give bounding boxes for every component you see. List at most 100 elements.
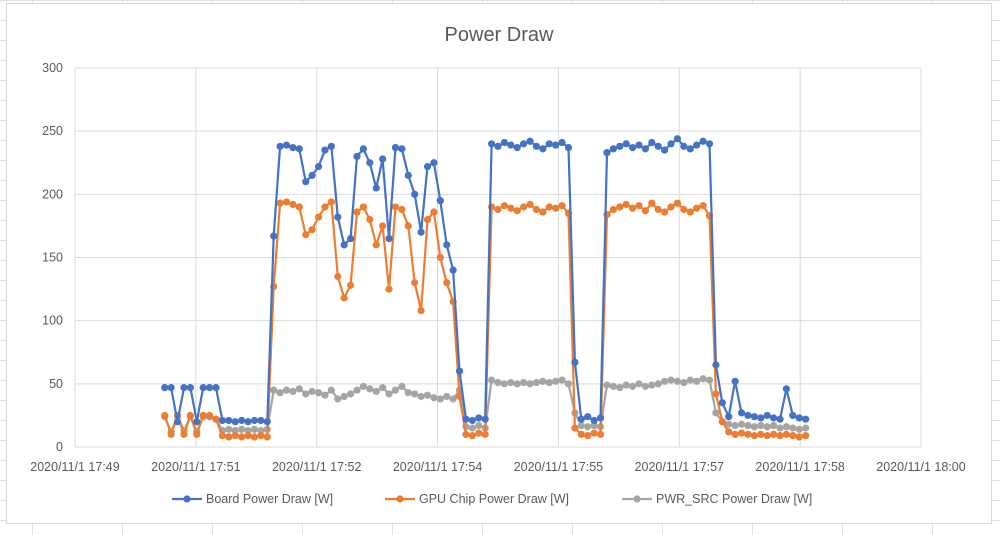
data-point <box>494 205 502 214</box>
data-point <box>244 432 252 440</box>
data-point <box>314 213 323 221</box>
data-point <box>757 421 765 430</box>
data-point <box>238 425 246 433</box>
legend-item-0[interactable]: Board Power Draw [W] <box>172 492 333 506</box>
data-point <box>314 162 323 171</box>
data-point <box>622 140 630 148</box>
data-point <box>449 266 457 274</box>
data-point <box>289 200 297 209</box>
data-point <box>161 411 169 420</box>
data-point <box>539 208 547 216</box>
chart-container[interactable]: Power Draw 0 50 100 150 200 250 300 2020/11/1 … <box>6 3 992 524</box>
data-point <box>564 143 573 152</box>
data-point <box>520 140 528 148</box>
data-point <box>468 416 476 425</box>
data-point <box>693 204 701 212</box>
data-point <box>577 421 585 430</box>
data-point <box>199 411 207 420</box>
data-point <box>289 387 297 396</box>
data-point <box>340 392 348 401</box>
data-point <box>571 424 579 432</box>
data-point <box>276 199 284 207</box>
data-point <box>673 199 682 207</box>
data-point <box>641 382 650 390</box>
data-point <box>552 204 560 212</box>
data-point <box>802 415 810 423</box>
data-point <box>545 378 553 387</box>
data-point <box>507 141 515 149</box>
data-point <box>238 433 246 441</box>
data-point <box>609 382 617 390</box>
data-point <box>186 411 194 420</box>
data-point <box>628 204 637 212</box>
data-point <box>558 202 566 210</box>
data-point <box>276 142 284 150</box>
data-point <box>276 389 284 397</box>
y-tick-label: 50 <box>49 377 63 391</box>
data-point <box>802 424 810 432</box>
data-point <box>616 142 624 150</box>
data-point <box>545 203 553 211</box>
data-point <box>744 411 752 420</box>
y-tick-label: 0 <box>56 440 63 454</box>
data-point <box>564 380 573 388</box>
data-point <box>616 203 624 211</box>
data-point <box>622 200 630 209</box>
data-point <box>635 141 643 149</box>
data-point <box>218 432 227 440</box>
data-point <box>782 423 791 431</box>
data-point <box>398 145 406 153</box>
data-point <box>737 409 746 417</box>
data-point <box>776 415 784 423</box>
data-point <box>346 281 355 289</box>
data-point <box>250 416 259 425</box>
data-point <box>609 205 617 214</box>
data-point <box>423 391 432 399</box>
legend-item-2[interactable]: PWR_SRC Power Draw [W] <box>622 492 812 506</box>
data-point <box>353 152 361 161</box>
legend-item-1[interactable]: GPU Chip Power Draw [W] <box>385 492 569 506</box>
data-point <box>635 380 643 388</box>
data-point <box>744 421 752 430</box>
data-point <box>539 377 547 385</box>
data-point <box>487 140 496 148</box>
data-point <box>686 145 694 153</box>
data-point <box>327 386 335 394</box>
data-point <box>193 418 201 426</box>
data-point <box>782 385 791 393</box>
data-point <box>218 416 227 425</box>
data-point <box>270 386 278 394</box>
data-point <box>205 384 214 392</box>
data-point <box>411 279 419 287</box>
data-point <box>282 141 291 149</box>
y-axis-ticks: 0 50 100 150 200 250 300 <box>42 61 63 454</box>
data-point <box>366 216 374 224</box>
x-tick-label: 2020/11/1 17:54 <box>393 460 482 474</box>
data-point <box>411 190 419 198</box>
x-tick-label: 2020/11/1 17:55 <box>514 460 603 474</box>
data-point <box>757 414 765 422</box>
data-point <box>263 418 271 426</box>
data-point <box>667 376 675 384</box>
x-tick-label: 2020/11/1 18:00 <box>876 460 965 474</box>
x-tick-label: 2020/11/1 17:52 <box>272 460 361 474</box>
data-point <box>430 159 438 167</box>
data-point <box>423 216 432 224</box>
data-point <box>417 228 425 236</box>
data-point <box>353 208 361 216</box>
data-point <box>205 411 214 420</box>
data-point <box>379 384 387 392</box>
data-point <box>744 430 752 438</box>
data-point <box>173 418 182 426</box>
data-point <box>372 387 380 396</box>
data-point <box>705 140 714 148</box>
data-point <box>430 208 438 216</box>
data-point <box>257 432 265 440</box>
data-point <box>532 378 541 387</box>
data-point <box>231 426 239 435</box>
data-point <box>417 306 425 315</box>
data-point <box>308 387 316 396</box>
data-point <box>737 420 746 428</box>
data-point <box>667 203 675 211</box>
data-point <box>411 390 419 398</box>
